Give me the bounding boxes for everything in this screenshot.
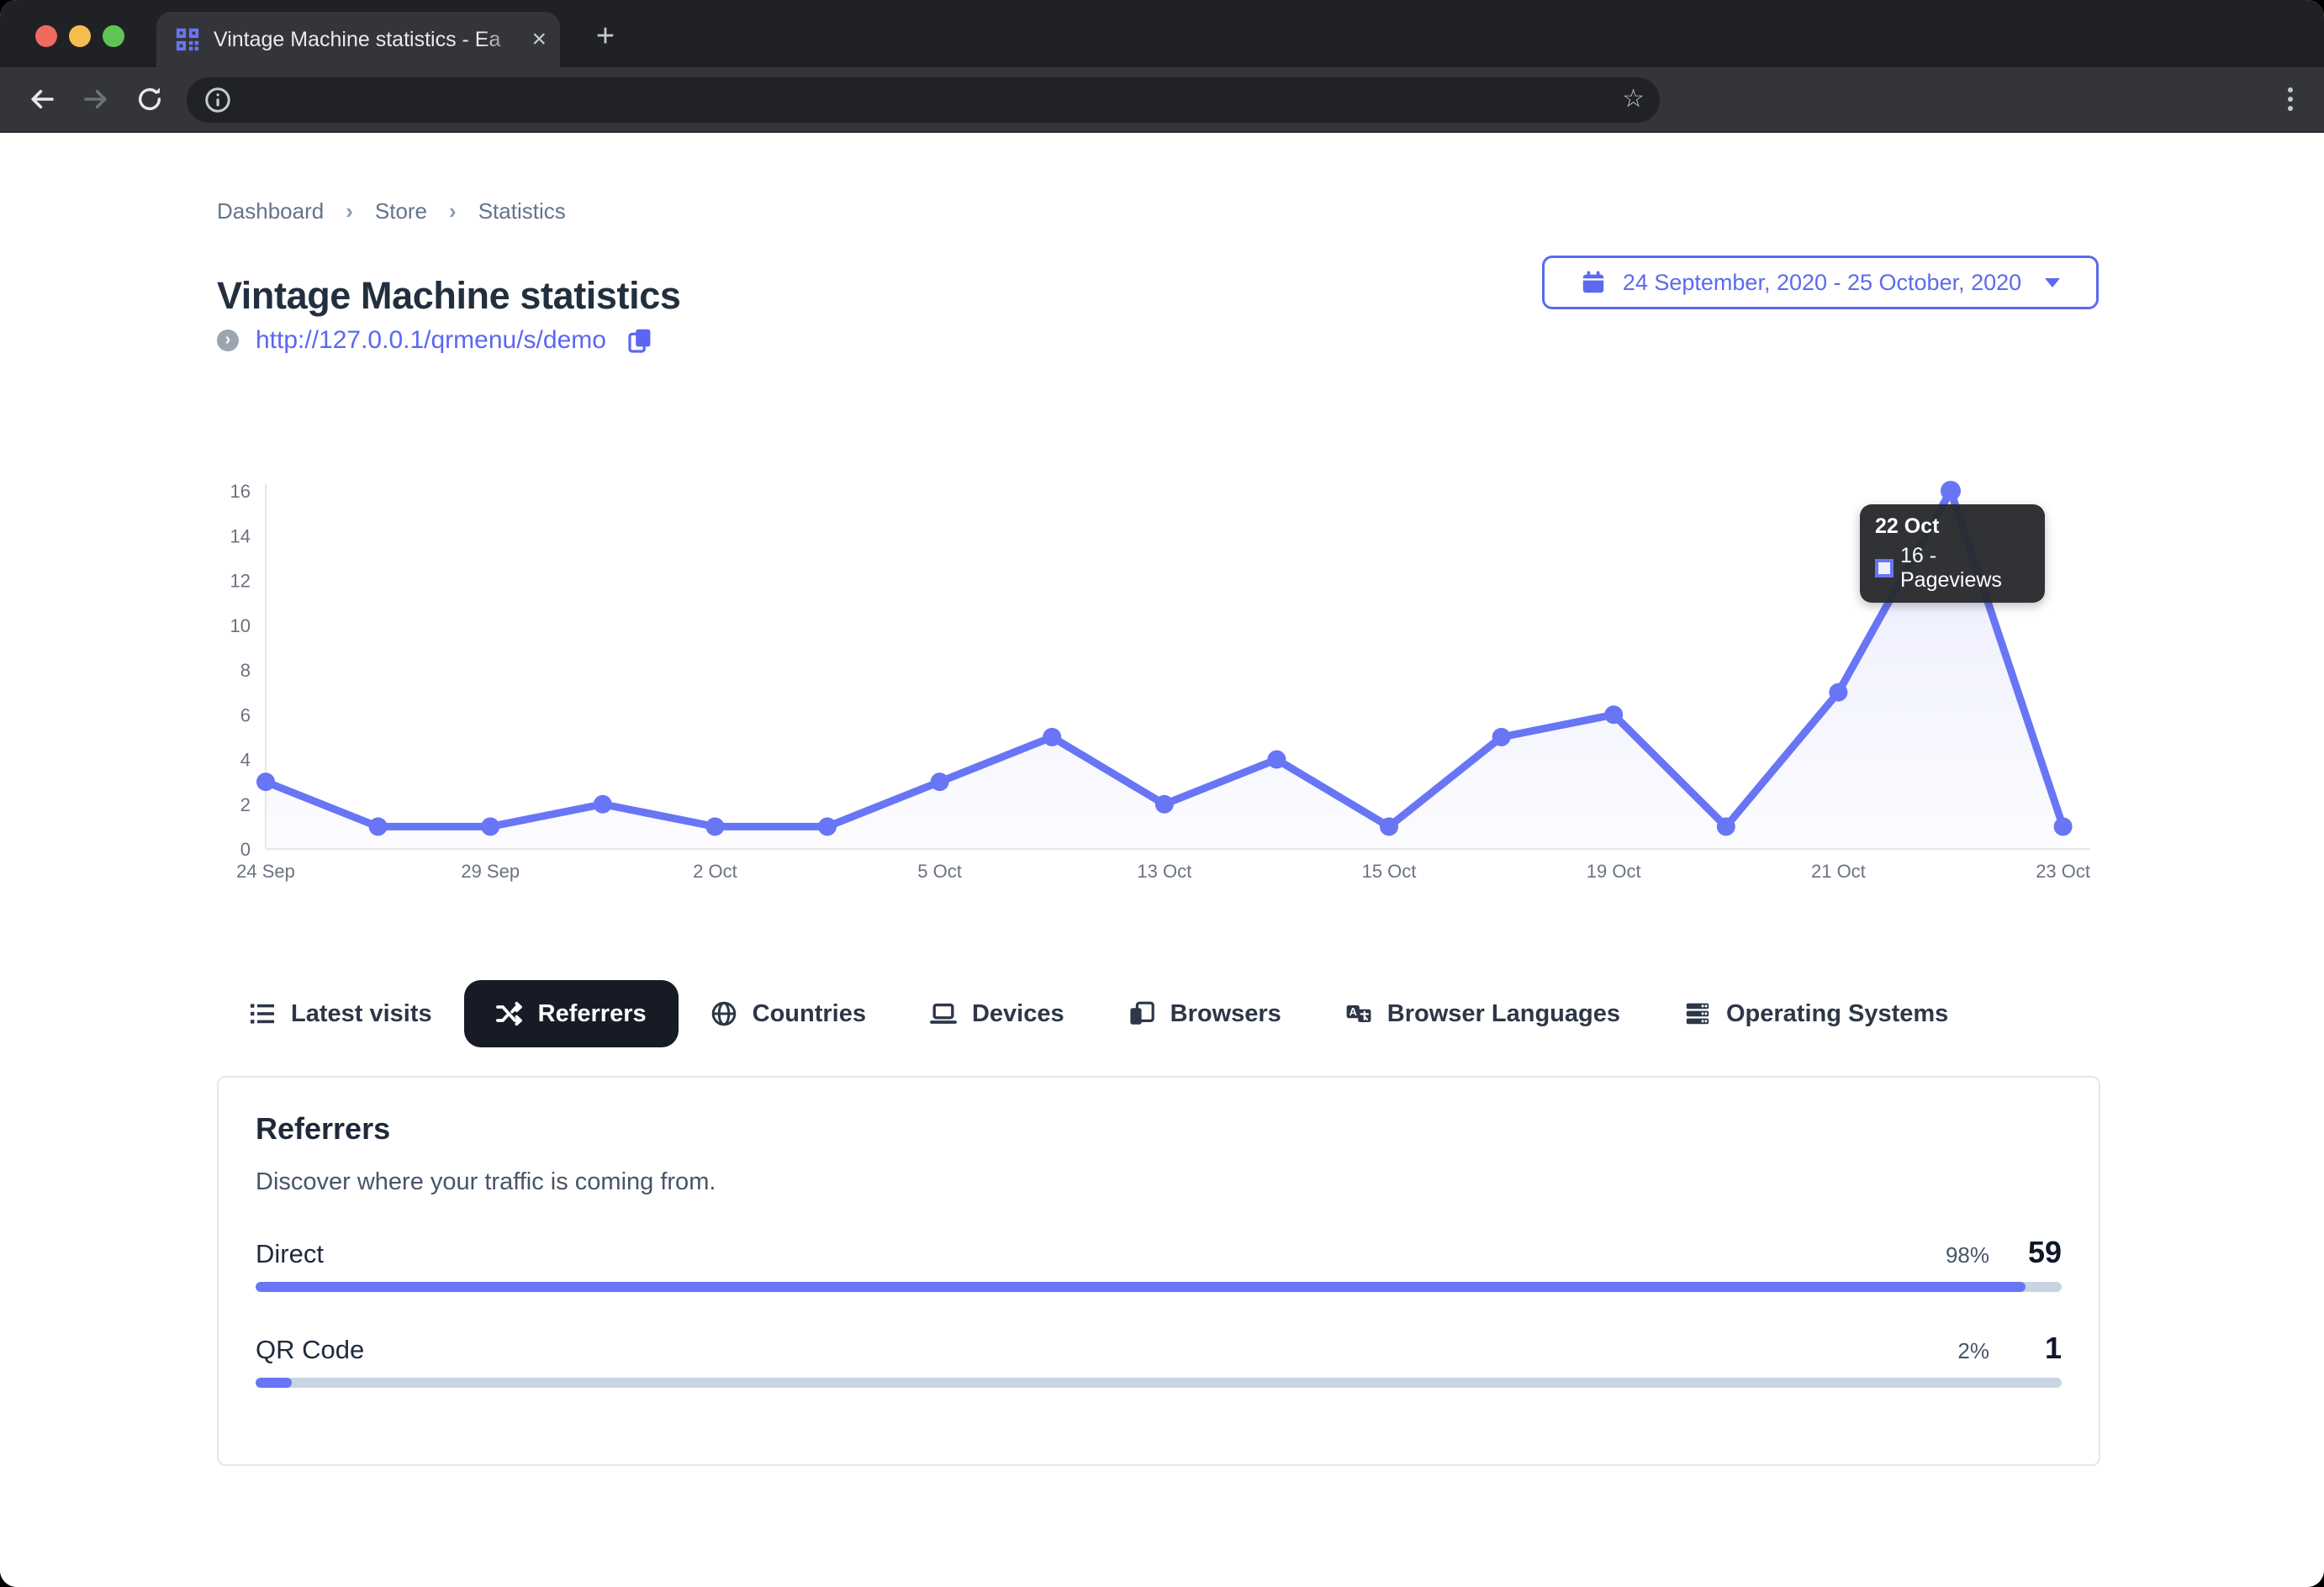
referrer-percent: 2% — [1957, 1338, 1989, 1363]
breadcrumb-item-store[interactable]: Store — [374, 198, 428, 224]
browser-navbar: ☆ — [0, 67, 2324, 133]
tab-browsers[interactable]: Browsers — [1096, 980, 1313, 1047]
qr-favicon-icon — [175, 27, 200, 52]
date-range-picker[interactable]: 24 September, 2020 - 25 October, 2020 — [1542, 256, 2099, 309]
copy-url-icon[interactable] — [626, 327, 653, 354]
tab-label: Browsers — [1170, 999, 1281, 1027]
new-tab-button[interactable]: + — [595, 18, 615, 54]
forward-icon[interactable] — [77, 81, 114, 118]
page-content: Dashboard › Store › Statistics Vintage Machi… — [0, 134, 2324, 1587]
svg-text:12: 12 — [230, 571, 251, 592]
stats-tabs: Latest visits Referrers Countries Devices Br… — [217, 980, 1980, 1047]
server-icon — [1684, 1000, 1711, 1027]
breadcrumb: Dashboard › Store › Statistics — [217, 198, 2100, 224]
chart-canvas: 0 2 4 6 8 10 12 14 16 24 Sep 29 Sep 2 Oct 5 Oct 13 Oc… — [230, 481, 2090, 882]
svg-text:13 Oct: 13 Oct — [1137, 861, 1191, 882]
browser-tab[interactable]: Vintage Machine statistics - Ea × — [156, 12, 560, 67]
zoom-window-button[interactable] — [103, 25, 124, 47]
referrer-count: 59 — [2027, 1235, 2062, 1269]
globe-icon — [710, 1000, 737, 1027]
tooltip-date: 22 Oct — [1875, 514, 1940, 538]
referrer-row-direct: Direct 98% 59 — [256, 1235, 2062, 1292]
tooltip-value: 16 - Pageviews — [1900, 544, 2002, 592]
tab-title: Vintage Machine statistics - Ea — [214, 27, 526, 52]
referrer-count: 1 — [2044, 1331, 2062, 1365]
date-range-label: 24 September, 2020 - 25 October, 2020 — [1622, 269, 2022, 295]
tab-referrers[interactable]: Referrers — [463, 980, 679, 1047]
referrer-label: QR Code — [256, 1335, 365, 1364]
breadcrumb-separator: › — [346, 198, 353, 224]
tab-latest-visits[interactable]: Latest visits — [217, 980, 464, 1047]
svg-text:29 Sep: 29 Sep — [461, 861, 520, 882]
svg-text:0: 0 — [240, 839, 251, 860]
svg-text:24 Sep: 24 Sep — [236, 861, 295, 882]
laptop-icon — [930, 1000, 957, 1027]
browser-menu-icon[interactable] — [2272, 81, 2309, 118]
svg-text:2: 2 — [240, 794, 251, 815]
svg-text:4: 4 — [240, 750, 251, 771]
svg-text:15 Oct: 15 Oct — [1362, 861, 1417, 882]
tab-label: Latest visits — [291, 999, 432, 1027]
list-icon — [249, 1000, 276, 1027]
svg-text:14: 14 — [230, 525, 251, 546]
tab-label: Operating Systems — [1725, 999, 1949, 1027]
referrer-bar-track — [256, 1378, 2062, 1388]
site-info-icon[interactable] — [203, 86, 232, 121]
store-url-row: › http://127.0.0.1/qrmenu/s/demo — [217, 326, 2100, 355]
breadcrumb-item-statistics: Statistics — [478, 198, 566, 224]
svg-text:2 Oct: 2 Oct — [693, 861, 737, 882]
tab-operating-systems[interactable]: Operating Systems — [1652, 980, 1980, 1047]
tab-close-icon[interactable]: × — [531, 25, 547, 53]
back-icon[interactable] — [24, 81, 61, 118]
minimize-window-button[interactable] — [69, 25, 91, 47]
svg-text:8: 8 — [240, 660, 251, 681]
svg-text:19 Oct: 19 Oct — [1587, 861, 1641, 882]
referrer-bar-fill — [256, 1282, 2026, 1292]
svg-text:21 Oct: 21 Oct — [1811, 861, 1866, 882]
tab-label: Referrers — [537, 999, 647, 1027]
close-window-button[interactable] — [35, 25, 57, 47]
chevron-down-icon — [2045, 277, 2061, 287]
store-url-link[interactable]: http://127.0.0.1/qrmenu/s/demo — [256, 326, 606, 354]
referrer-bar-track — [256, 1282, 2062, 1292]
svg-text:6: 6 — [240, 704, 251, 725]
referrer-bar-fill — [256, 1378, 292, 1388]
referrer-row-qr-code: QR Code 2% 1 — [256, 1331, 2062, 1388]
browser-icon — [1128, 1000, 1155, 1027]
svg-text:23 Oct: 23 Oct — [2036, 861, 2090, 882]
svg-text:A: A — [1349, 1005, 1356, 1018]
tab-countries[interactable]: Countries — [679, 980, 898, 1047]
reload-icon[interactable] — [131, 81, 168, 118]
tab-label: Devices — [971, 999, 1064, 1027]
chevron-circle-icon: › — [217, 330, 239, 351]
breadcrumb-separator: › — [449, 198, 457, 224]
page-title: Vintage Machine statistics — [217, 274, 681, 318]
tab-label: Browser Languages — [1386, 999, 1620, 1027]
calendar-icon — [1581, 270, 1606, 295]
address-bar[interactable]: ☆ — [187, 77, 1660, 123]
breadcrumb-item-dashboard[interactable]: Dashboard — [217, 198, 325, 224]
referrer-percent: 98% — [1945, 1242, 1989, 1268]
translate-icon: A — [1345, 1000, 1372, 1027]
tooltip-swatch — [1875, 559, 1894, 577]
svg-text:5 Oct: 5 Oct — [917, 861, 962, 882]
referrer-label: Direct — [256, 1239, 324, 1268]
bookmark-star-icon[interactable]: ☆ — [1622, 85, 1645, 113]
referrers-card: Referrers Discover where your traffic is… — [217, 1076, 2100, 1466]
svg-text:10: 10 — [230, 615, 251, 636]
tab-browser-languages[interactable]: A Browser Languages — [1313, 980, 1652, 1047]
svg-text:16: 16 — [230, 481, 251, 502]
shuffle-icon — [495, 1000, 523, 1027]
card-title: Referrers — [256, 1111, 391, 1146]
tab-label: Countries — [752, 999, 866, 1027]
chart-tooltip: 22 Oct 16 - Pageviews — [1860, 504, 2045, 603]
browser-titlebar: Vintage Machine statistics - Ea × + — [0, 0, 2324, 67]
card-description: Discover where your traffic is coming fr… — [256, 1168, 716, 1195]
tab-devices[interactable]: Devices — [898, 980, 1096, 1047]
pageviews-chart[interactable]: 0 2 4 6 8 10 12 14 16 24 Sep 29 Sep 2 Oct 5 Oct 13 Oc… — [217, 471, 2100, 899]
